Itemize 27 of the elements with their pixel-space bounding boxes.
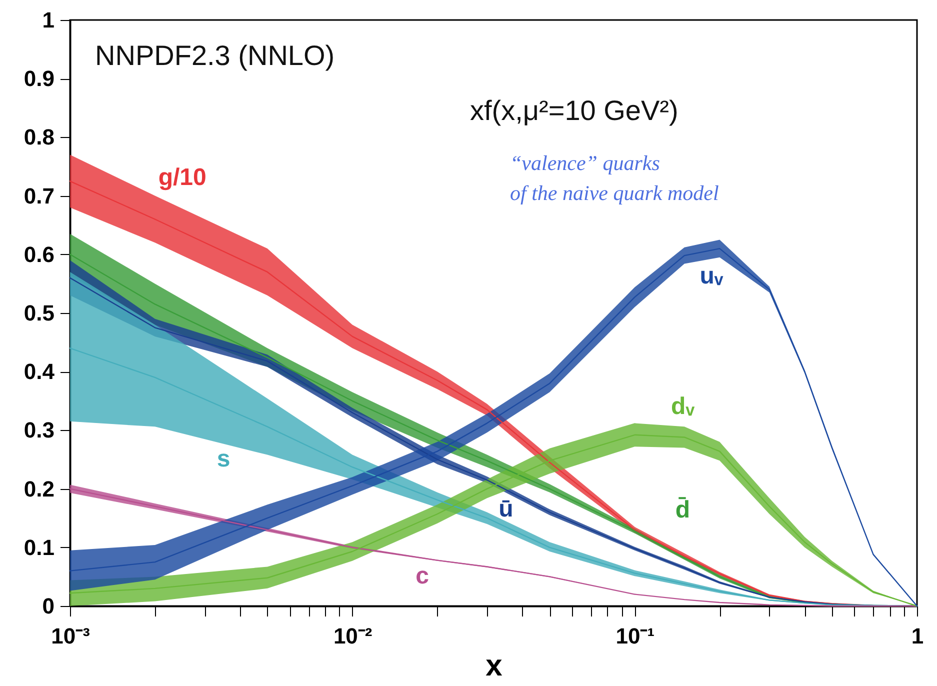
x-tick-label: 1 — [911, 624, 924, 648]
y-tick-label: 0.3 — [24, 418, 54, 443]
series-label: g/10 — [158, 164, 206, 192]
series-label: d̄ — [675, 496, 690, 524]
series-label: uᵥ — [700, 262, 724, 290]
series-label: ū — [498, 495, 514, 522]
y-tick-label: 0.4 — [24, 359, 56, 384]
series-label: c — [416, 562, 430, 590]
y-tick-label: 0.6 — [24, 242, 54, 267]
y-tick-label: 0.7 — [24, 183, 54, 208]
series-label: dᵥ — [671, 392, 695, 420]
text: xf(x,μ²=10 GeV²) — [470, 95, 678, 126]
x-tick-label: 10⁻³ — [51, 624, 90, 648]
y-tick-label: 0 — [42, 594, 54, 618]
text: NNPDF2.3 (NNLO) — [95, 40, 335, 71]
y-tick-label: 0.1 — [24, 534, 54, 560]
x-tick-label: 10⁻¹ — [616, 624, 655, 648]
y-tick-label: 1 — [42, 8, 54, 32]
series-label: s — [216, 446, 230, 472]
y-tick-label: 0.9 — [24, 66, 54, 92]
y-tick-label: 0.8 — [24, 124, 54, 150]
y-tick-label: 0.2 — [24, 476, 54, 502]
y-tick-label: 0.5 — [24, 300, 54, 326]
annotation: “valence” quarks — [510, 151, 660, 175]
annotation: of the naive quark model — [510, 181, 719, 205]
x-tick-label: 10⁻² — [333, 624, 372, 648]
x-axis-title: x — [486, 650, 503, 682]
